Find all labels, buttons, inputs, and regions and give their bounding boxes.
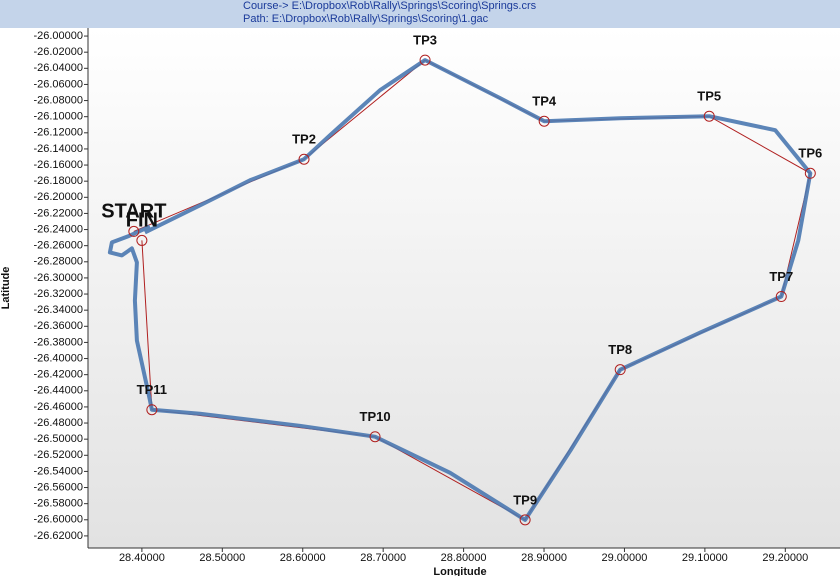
y-tick-label: -26.24000 xyxy=(33,223,83,235)
x-tick-label: 29.10000 xyxy=(682,552,728,564)
turnpoint xyxy=(703,110,715,122)
y-tick-label: -26.28000 xyxy=(33,256,83,268)
x-axis-title: Longitude xyxy=(433,566,486,576)
y-tick-label: -26.04000 xyxy=(33,62,83,74)
y-tick-label: -26.32000 xyxy=(33,288,83,300)
turnpoint-label: TP7 xyxy=(769,269,793,284)
y-tick-label: -26.44000 xyxy=(33,385,83,397)
turnpoint-label: TP2 xyxy=(292,132,316,147)
turnpoint xyxy=(419,54,431,66)
y-tick-label: -26.26000 xyxy=(33,240,83,252)
y-tick-label: -26.10000 xyxy=(33,111,83,123)
plot-area xyxy=(88,28,840,548)
turnpoint-label: FIN xyxy=(126,210,158,232)
y-tick-label: -26.08000 xyxy=(33,94,83,106)
x-tick-label: 29.20000 xyxy=(762,552,808,564)
y-tick-label: -26.06000 xyxy=(33,78,83,90)
turnpoint xyxy=(538,115,550,127)
y-tick-label: -26.58000 xyxy=(33,498,83,510)
x-tick-label: 28.50000 xyxy=(199,552,245,564)
y-tick-label: -26.50000 xyxy=(33,433,83,445)
x-tick-label: 28.90000 xyxy=(521,552,567,564)
y-tick-label: -26.12000 xyxy=(33,127,83,139)
turnpoint xyxy=(804,167,816,179)
y-tick-label: -26.14000 xyxy=(33,143,83,155)
y-tick-label: -26.38000 xyxy=(33,336,83,348)
y-tick-label: -26.30000 xyxy=(33,272,83,284)
turnpoint xyxy=(136,234,148,246)
y-tick-label: -26.42000 xyxy=(33,369,83,381)
y-tick-label: -26.18000 xyxy=(33,175,83,187)
x-tick-label: 28.70000 xyxy=(360,552,406,564)
x-tick-label: 28.80000 xyxy=(441,552,487,564)
turnpoint xyxy=(519,514,531,526)
gac-path: Path: E:\Dropbox\Rob\Rally\Springs\Scori… xyxy=(243,13,489,25)
turnpoint-label: TP4 xyxy=(532,94,557,109)
turnpoint-label: TP6 xyxy=(798,146,822,161)
x-tick-label: 28.40000 xyxy=(119,552,165,564)
turnpoint-label: TP3 xyxy=(413,33,437,48)
header-bar xyxy=(0,0,840,28)
x-tick-label: 29.00000 xyxy=(602,552,648,564)
turnpoint xyxy=(614,364,626,376)
y-tick-label: -26.62000 xyxy=(33,530,83,542)
turnpoint xyxy=(128,225,140,237)
turnpoint-label: START xyxy=(101,201,166,223)
turnpoint-label: TP5 xyxy=(697,89,721,104)
y-tick-label: -26.20000 xyxy=(33,191,83,203)
y-tick-label: -26.60000 xyxy=(33,514,83,526)
turnpoint-label: TP8 xyxy=(608,342,632,357)
y-tick-label: -26.48000 xyxy=(33,417,83,429)
y-tick-label: -26.40000 xyxy=(33,352,83,364)
turnpoint xyxy=(298,153,310,165)
y-tick-label: -26.16000 xyxy=(33,159,83,171)
turnpoint xyxy=(775,291,787,303)
y-tick-label: -26.36000 xyxy=(33,320,83,332)
y-tick-label: -26.00000 xyxy=(33,30,83,42)
track-line xyxy=(107,58,813,522)
x-tick-label: 28.60000 xyxy=(280,552,326,564)
y-tick-label: -26.46000 xyxy=(33,401,83,413)
course-path: Course-> E:\Dropbox\Rob\Rally\Springs\Sc… xyxy=(243,0,537,12)
y-tick-label: -26.34000 xyxy=(33,304,83,316)
y-tick-label: -26.02000 xyxy=(33,46,83,58)
y-tick-label: -26.52000 xyxy=(33,449,83,461)
turnpoint xyxy=(146,404,158,416)
turnpoint xyxy=(369,431,381,443)
y-tick-label: -26.56000 xyxy=(33,481,83,493)
turnpoint-label: TP11 xyxy=(137,382,167,397)
turnpoint-label: TP10 xyxy=(360,409,391,424)
y-tick-label: -26.54000 xyxy=(33,465,83,477)
y-axis-title: Latitude xyxy=(0,267,12,310)
y-tick-label: -26.22000 xyxy=(33,207,83,219)
turnpoint-label: TP9 xyxy=(513,492,537,507)
